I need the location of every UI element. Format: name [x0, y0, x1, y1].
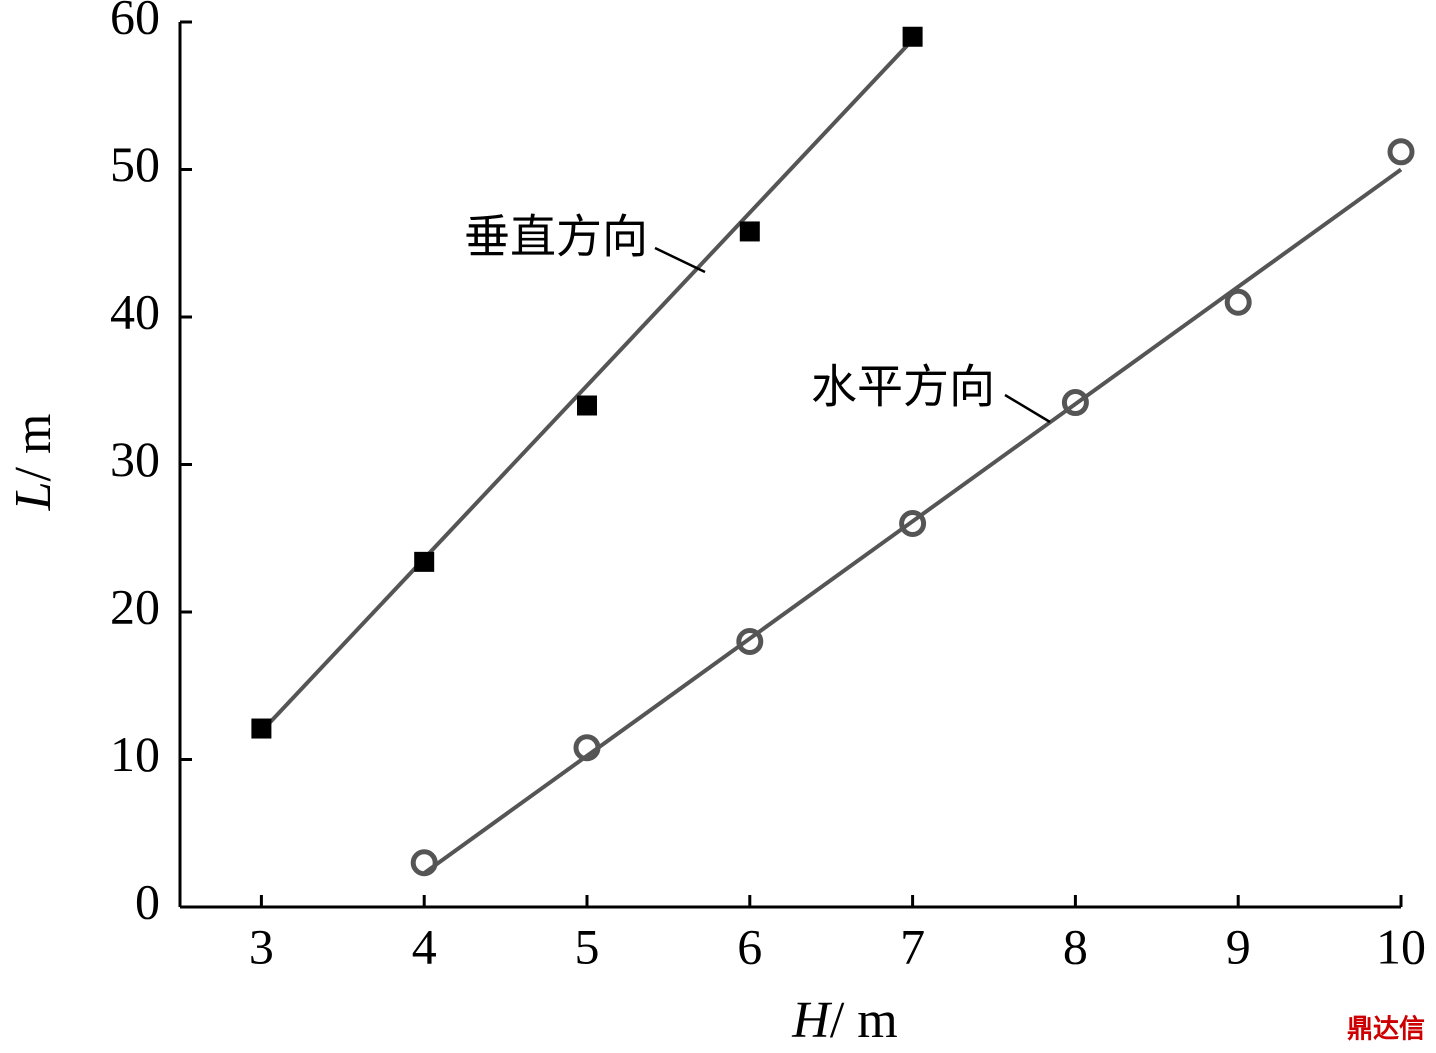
x-tick-label: 7 [900, 918, 925, 974]
y-tick-label: 30 [110, 431, 160, 487]
circle-marker [410, 849, 438, 877]
circle-marker [899, 510, 927, 537]
x-axis-label: H/ m [791, 992, 897, 1049]
x-tick-label: 6 [737, 918, 762, 974]
annotation-leader [1004, 393, 1051, 424]
circle-marker [1061, 389, 1089, 417]
circle-marker [1224, 288, 1252, 316]
x-tick-label: 5 [575, 918, 600, 974]
x-label-symbol: H [791, 992, 832, 1049]
square-marker [251, 718, 272, 739]
annotation-leader [654, 246, 706, 274]
y-label-symbol: L [5, 481, 62, 511]
circle-marker [736, 628, 764, 655]
x-tick-label: 3 [249, 918, 274, 974]
circle-marker [573, 734, 601, 762]
x-label-unit: / m [830, 992, 898, 1049]
y-tick-label: 0 [135, 873, 160, 929]
y-tick-label: 10 [110, 726, 160, 782]
y-label-unit: / m [5, 414, 62, 482]
series-annotation: 垂直方向 [464, 210, 648, 264]
y-tick-label: 20 [110, 578, 160, 634]
x-tick-label: 4 [412, 918, 437, 974]
fit-line [259, 38, 915, 733]
series-annotation: 水平方向 [811, 360, 995, 414]
x-tick-label: 8 [1063, 918, 1088, 974]
y-tick-label: 50 [110, 136, 160, 192]
y-axis-label: L/ m [5, 414, 62, 512]
y-tick-label: 60 [110, 0, 160, 44]
x-tick-label: 9 [1226, 918, 1251, 974]
x-tick-label: 10 [1376, 918, 1426, 974]
y-tick-label: 40 [110, 283, 160, 339]
fit-line [423, 167, 1403, 875]
watermark: 鼎达信 [1347, 1015, 1425, 1045]
circle-marker [1387, 138, 1415, 166]
square-marker [414, 551, 435, 572]
square-marker [902, 26, 923, 47]
square-marker [577, 395, 597, 416]
square-marker [739, 221, 760, 242]
